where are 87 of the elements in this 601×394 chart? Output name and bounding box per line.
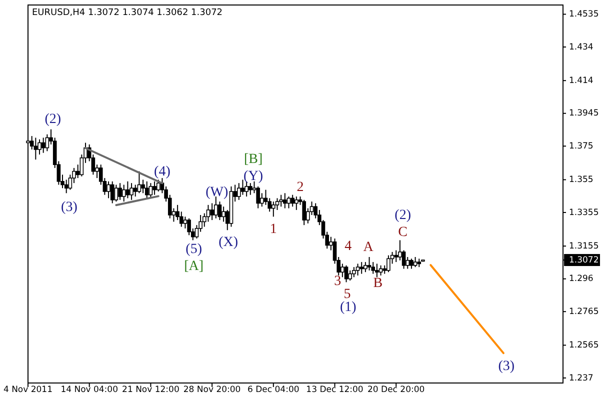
candlestick xyxy=(156,179,160,192)
annotation: C xyxy=(398,225,408,240)
annotation: (4) xyxy=(154,164,171,180)
y-tick-label: 1.3155 xyxy=(569,241,599,252)
candlestick xyxy=(237,182,241,200)
candlestick xyxy=(386,254,390,273)
y-tick-label: 1.414 xyxy=(569,76,594,86)
candlestick xyxy=(183,216,188,229)
x-tick-label: 6 Dec 04:00 xyxy=(248,385,300,394)
candlestick xyxy=(187,218,191,236)
candlestick xyxy=(141,179,145,194)
candlestick xyxy=(110,180,114,204)
y-tick-label: 1.3355 xyxy=(569,208,599,218)
candlestick xyxy=(375,263,379,278)
annotation: (X) xyxy=(218,235,238,250)
y-tick-label: 1.4535 xyxy=(569,10,599,20)
x-tick-label: 4 Nov 2011 xyxy=(3,385,53,394)
candlestick xyxy=(114,184,118,202)
y-tick-label: 1.2765 xyxy=(569,306,599,317)
candlestick xyxy=(126,180,130,199)
x-tick-label: 20 Dec 20:00 xyxy=(368,385,425,394)
candlestick xyxy=(413,256,418,268)
candlestick xyxy=(34,137,38,160)
annotation: (2) xyxy=(394,208,412,224)
annotation: A xyxy=(363,240,374,256)
candlestick xyxy=(279,194,283,208)
annotation: 4 xyxy=(344,239,352,254)
candlestick xyxy=(122,184,126,202)
x-tick-label: 14 Nov 04:00 xyxy=(60,385,118,394)
y-tick-label: 1.375 xyxy=(569,141,594,152)
candlestick xyxy=(130,182,134,200)
chart-title: EURUSD,H4 1.3072 1.3074 1.3062 1.3072 xyxy=(32,8,223,18)
candlestick xyxy=(283,192,287,209)
annotation: 1 xyxy=(270,222,277,238)
annotation: (1) xyxy=(340,300,357,316)
candlestick xyxy=(106,180,110,199)
candlestick xyxy=(340,263,344,278)
candlestick xyxy=(272,201,276,218)
x-tick-label: 13 Dec 12:00 xyxy=(306,385,364,394)
candlestick xyxy=(360,262,364,274)
candlestick xyxy=(367,256,372,271)
candlestick xyxy=(290,194,294,208)
candlestick xyxy=(378,264,383,276)
y-tick-label: 1.355 xyxy=(569,175,594,186)
annotation: (W) xyxy=(206,185,228,200)
candlestick xyxy=(302,199,306,226)
candlestick xyxy=(137,170,142,194)
candlestick xyxy=(210,202,214,221)
candlestick xyxy=(133,184,138,198)
candlestick xyxy=(38,138,42,156)
candlestick xyxy=(118,182,122,200)
candlestick xyxy=(152,180,156,196)
candlestick xyxy=(144,180,149,199)
x-tick-label: 21 Nov 12:00 xyxy=(122,385,180,394)
candlestick xyxy=(286,196,291,209)
y-tick-label: 1.3945 xyxy=(569,108,599,119)
annotation: [A] xyxy=(184,259,204,274)
annotation: (3) xyxy=(61,200,78,216)
x-tick-label: 28 Nov 20:00 xyxy=(183,385,241,394)
candlestick xyxy=(344,264,348,283)
candlestick xyxy=(148,182,153,199)
candlestick xyxy=(45,134,50,152)
annotation: 2 xyxy=(296,180,304,196)
y-tick-label: 1.296 xyxy=(569,274,594,284)
candlestick xyxy=(256,186,260,209)
y-tick-label: 1.2565 xyxy=(569,340,599,351)
annotation: (5) xyxy=(186,242,202,258)
annotation: 5 xyxy=(344,287,351,302)
candlestick xyxy=(240,179,245,196)
candlestick xyxy=(410,258,414,270)
candlestick xyxy=(352,266,356,278)
annotation: B xyxy=(373,276,383,292)
candlestick xyxy=(294,196,298,210)
candlestick xyxy=(348,270,352,282)
candlestick xyxy=(41,137,46,154)
candlestick xyxy=(356,263,360,276)
candlestick xyxy=(248,182,252,196)
candlestick xyxy=(394,250,398,263)
y-tick-label: 1.434 xyxy=(569,42,594,52)
annotation: (2) xyxy=(44,112,62,128)
annotation: (Y) xyxy=(244,169,264,184)
annotation: 3 xyxy=(334,274,342,290)
candlestick xyxy=(222,206,226,222)
annotation: [B] xyxy=(244,152,263,168)
y-tick-label: 1.3072 xyxy=(569,255,599,266)
annotation: (3) xyxy=(498,359,515,374)
y-tick-label: 1.237 xyxy=(569,373,594,384)
